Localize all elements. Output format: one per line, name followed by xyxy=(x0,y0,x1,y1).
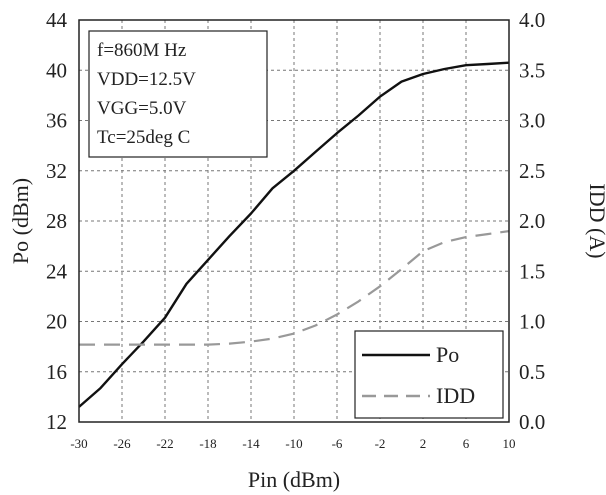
y2-tick-label: 1.0 xyxy=(519,310,545,334)
y-tick-label: 12 xyxy=(46,410,67,434)
y-tick-label: 40 xyxy=(46,58,67,82)
series-line-po xyxy=(78,61,510,408)
y-tick-label: 16 xyxy=(46,360,67,384)
condition-temperature: Tc=25deg C xyxy=(97,127,190,148)
conditions-box: f=860M Hz VDD=12.5V VGG=5.0V Tc=25deg C xyxy=(88,30,268,158)
x-tick-label: 6 xyxy=(463,436,470,451)
condition-vgg: VGG=5.0V xyxy=(97,98,187,119)
series-lines xyxy=(78,61,510,408)
y2-axis-ticks: 0.0 0.5 1.0 1.5 2.0 2.5 3.0 3.5 4.0 xyxy=(519,8,545,434)
x-tick-label: 10 xyxy=(503,436,516,451)
y2-tick-label: 2.5 xyxy=(519,159,545,183)
y2-tick-label: 3.0 xyxy=(519,109,545,133)
x-tick-label: -26 xyxy=(113,436,131,451)
y2-tick-label: 3.5 xyxy=(519,58,545,82)
plot-frame xyxy=(78,19,510,423)
y2-tick-label: 0.0 xyxy=(519,410,545,434)
y2-axis-label: IDD (A) xyxy=(585,183,606,258)
x-tick-label: -18 xyxy=(199,436,216,451)
y-tick-label: 24 xyxy=(46,259,68,283)
x-tick-label: -10 xyxy=(285,436,302,451)
y-tick-label: 44 xyxy=(46,8,68,32)
y2-tick-label: 4.0 xyxy=(519,8,545,32)
legend: Po IDD xyxy=(354,330,504,419)
legend-idd-label: IDD xyxy=(436,383,475,408)
y2-tick-label: 0.5 xyxy=(519,360,545,384)
x-tick-label: -6 xyxy=(332,436,343,451)
x-tick-label: -14 xyxy=(242,436,260,451)
x-tick-label: 2 xyxy=(420,436,427,451)
y2-tick-label: 1.5 xyxy=(519,259,545,283)
x-tick-label: -22 xyxy=(156,436,173,451)
legend-po-label: Po xyxy=(436,342,459,367)
y-axis-label: Po (dBm) xyxy=(8,178,33,264)
condition-frequency: f=860M Hz xyxy=(97,40,186,61)
y-tick-label: 36 xyxy=(46,109,67,133)
y2-tick-label: 2.0 xyxy=(519,209,545,233)
x-tick-label: -2 xyxy=(375,436,386,451)
y-tick-label: 28 xyxy=(46,209,67,233)
x-tick-label: -30 xyxy=(70,436,87,451)
x-axis-ticks: -30 -26 -22 -18 -14 -10 -6 -2 2 6 10 xyxy=(70,436,515,451)
y-axis-ticks: 12 16 20 24 28 32 36 40 44 xyxy=(46,8,68,434)
y-tick-label: 20 xyxy=(46,310,67,334)
series-line-idd xyxy=(79,230,510,346)
condition-vdd: VDD=12.5V xyxy=(97,69,196,90)
x-axis-label: Pin (dBm) xyxy=(248,467,340,492)
y-tick-label: 32 xyxy=(46,159,67,183)
